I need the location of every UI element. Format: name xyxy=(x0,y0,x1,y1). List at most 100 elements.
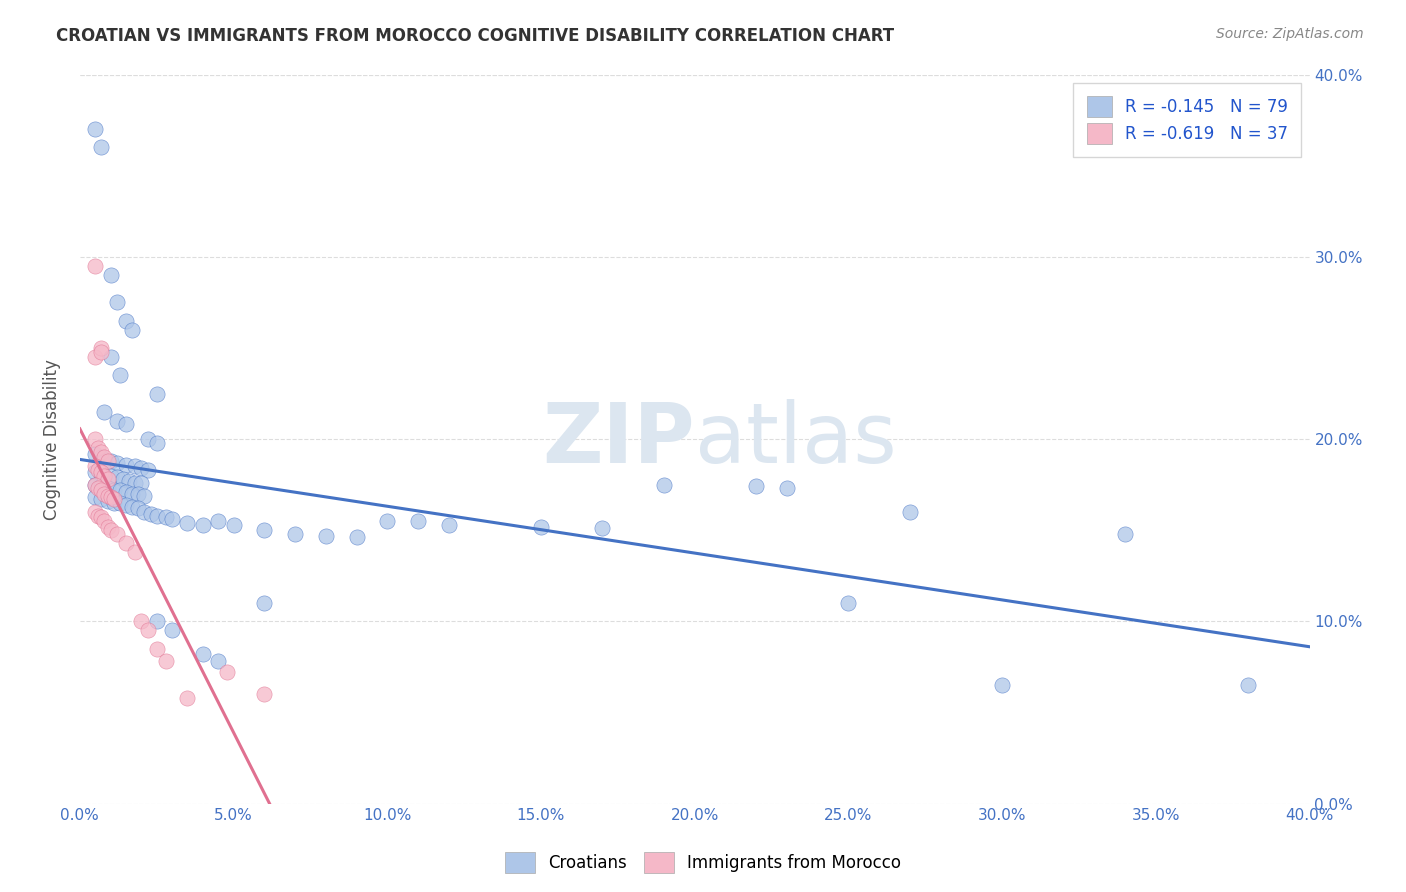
Point xyxy=(134,505,156,519)
Point xyxy=(191,517,214,532)
Point xyxy=(131,475,153,490)
Point xyxy=(145,615,167,629)
Point xyxy=(155,510,177,524)
Point xyxy=(1237,678,1260,692)
Point xyxy=(87,463,110,477)
Point xyxy=(139,507,162,521)
Point xyxy=(127,501,149,516)
Point xyxy=(93,405,115,419)
Point xyxy=(84,432,107,446)
Point xyxy=(90,510,112,524)
Point xyxy=(127,487,149,501)
Text: Source: ZipAtlas.com: Source: ZipAtlas.com xyxy=(1216,27,1364,41)
Point xyxy=(121,487,143,501)
Point xyxy=(100,491,122,505)
Text: atlas: atlas xyxy=(695,399,897,480)
Point xyxy=(315,529,337,543)
Point xyxy=(136,432,159,446)
Legend: Croatians, Immigrants from Morocco: Croatians, Immigrants from Morocco xyxy=(498,846,908,880)
Text: ZIP: ZIP xyxy=(543,399,695,480)
Point xyxy=(87,441,110,455)
Point xyxy=(115,484,138,499)
Text: CROATIAN VS IMMIGRANTS FROM MOROCCO COGNITIVE DISABILITY CORRELATION CHART: CROATIAN VS IMMIGRANTS FROM MOROCCO COGN… xyxy=(56,27,894,45)
Point xyxy=(191,647,214,661)
Point xyxy=(84,459,107,474)
Y-axis label: Cognitive Disability: Cognitive Disability xyxy=(44,359,60,519)
Point xyxy=(898,505,921,519)
Point xyxy=(745,479,768,493)
Point xyxy=(136,624,159,638)
Point xyxy=(105,456,128,470)
Point xyxy=(105,526,128,541)
Point xyxy=(90,467,112,481)
Point xyxy=(652,477,675,491)
Point xyxy=(103,492,125,507)
Point xyxy=(121,323,143,337)
Point xyxy=(96,472,118,486)
Point xyxy=(90,450,112,465)
Point xyxy=(115,458,138,472)
Point xyxy=(90,492,112,507)
Point xyxy=(100,350,122,364)
Point xyxy=(93,450,115,465)
Point xyxy=(90,341,112,355)
Point xyxy=(103,496,125,510)
Point xyxy=(90,483,112,497)
Point xyxy=(84,122,107,136)
Point xyxy=(253,523,276,537)
Point xyxy=(84,477,107,491)
Point xyxy=(105,470,128,484)
Point xyxy=(96,481,118,495)
Point xyxy=(145,508,167,523)
Point xyxy=(115,313,138,327)
Point xyxy=(124,545,146,559)
Point xyxy=(87,508,110,523)
Point xyxy=(115,498,138,512)
Point xyxy=(90,344,112,359)
Point xyxy=(406,514,429,528)
Point xyxy=(90,140,112,154)
Point xyxy=(121,500,143,514)
Point xyxy=(84,477,107,491)
Point xyxy=(124,475,146,490)
Point xyxy=(90,465,112,479)
Point xyxy=(115,417,138,432)
Point xyxy=(90,479,112,493)
Point xyxy=(84,505,107,519)
Point xyxy=(93,468,115,483)
Point xyxy=(131,461,153,475)
Legend: R = -0.145   N = 79, R = -0.619   N = 37: R = -0.145 N = 79, R = -0.619 N = 37 xyxy=(1073,83,1301,157)
Point xyxy=(591,521,613,535)
Point xyxy=(346,531,368,545)
Point xyxy=(108,496,131,510)
Point xyxy=(776,481,799,495)
Point xyxy=(145,386,167,401)
Point xyxy=(87,481,110,495)
Point xyxy=(100,468,122,483)
Point xyxy=(96,489,118,503)
Point xyxy=(93,487,115,501)
Point xyxy=(84,447,107,461)
Point xyxy=(530,519,553,533)
Point xyxy=(176,516,198,530)
Point xyxy=(284,526,307,541)
Point xyxy=(111,472,134,486)
Point xyxy=(84,350,107,364)
Point xyxy=(253,687,276,701)
Point xyxy=(134,489,156,503)
Point xyxy=(991,678,1014,692)
Point xyxy=(160,624,183,638)
Point xyxy=(207,655,229,669)
Point xyxy=(103,483,125,497)
Point xyxy=(253,596,276,610)
Point xyxy=(84,465,107,479)
Point xyxy=(100,268,122,282)
Point xyxy=(145,435,167,450)
Point xyxy=(837,596,859,610)
Point xyxy=(93,454,115,468)
Point xyxy=(93,514,115,528)
Point xyxy=(105,295,128,310)
Point xyxy=(100,523,122,537)
Point xyxy=(93,468,115,483)
Point xyxy=(145,641,167,656)
